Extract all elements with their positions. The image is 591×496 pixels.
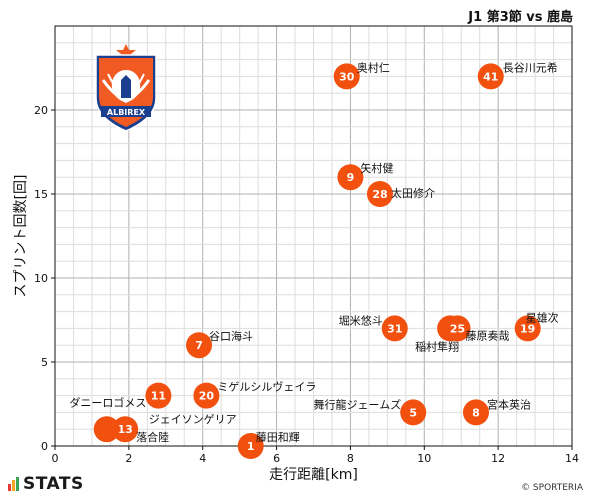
match-title: J1 第3節 vs 鹿島 [468,10,573,25]
data-point-label: ダニーロゴメス [69,396,146,410]
x-tick-label: 14 [565,452,579,465]
data-point-label: 舞行龍ジェームズ [314,397,402,411]
data-point [462,399,489,426]
y-tick-label: 15 [34,188,48,201]
data-point [337,164,364,191]
y-tick-label: 10 [34,272,48,285]
x-tick-label: 2 [125,452,132,465]
data-point-number: 1 [247,440,255,453]
data-point [186,332,213,359]
data-point-number: 19 [520,322,535,335]
data-point-label: 宮本英治 [487,397,531,411]
y-tick-label: 0 [41,440,48,453]
data-point [477,63,504,90]
plot-frame [54,25,573,447]
data-points: 30奥村仁41長谷川元希9矢村健28太田修介31堀米悠斗3稲村隼翔25藤原奏哉1… [69,60,559,459]
x-axis-label: 走行距離[km] [269,466,358,483]
x-tick-label: 6 [273,452,280,465]
data-point-number: 41 [483,70,498,83]
data-point [400,399,427,426]
data-point [444,315,471,342]
y-tick-label: 5 [41,356,48,369]
data-point [333,63,360,90]
data-point-label: 太田修介 [391,186,435,200]
data-point-number: 8 [472,406,480,419]
data-point-label: 星雄次 [526,310,559,324]
data-point [145,382,172,409]
data-point [193,382,220,409]
club-crest-logo: ALBIREX [95,44,157,132]
stats-bars-icon [8,477,19,491]
data-point-number: 7 [195,339,203,352]
data-point-label: 谷口海斗 [209,329,253,343]
data-point-number: 30 [339,70,355,83]
x-tick-label: 4 [199,452,206,465]
data-point-label: 稲村隼翔 [415,339,459,353]
data-point [381,315,408,342]
data-point [237,433,264,459]
data-point-number: 13 [118,423,133,436]
data-point-label: ミゲルシルヴェイラ [217,380,316,394]
data-point-label: ジェイソンゲリア [149,413,237,426]
data-point [514,315,541,342]
data-point-number: 25 [450,322,465,335]
data-point-number: 28 [372,188,387,201]
x-tick-label: 10 [417,452,431,465]
data-point [366,181,393,207]
data-point-label: 奥村仁 [357,60,390,74]
y-tick-label: 20 [34,104,48,117]
data-point [112,416,139,443]
stats-brand: STATS [23,474,84,494]
x-tick-label: 8 [347,452,354,465]
svg-text:ALBIREX: ALBIREX [107,108,146,117]
data-point-number: 31 [387,322,402,335]
copyright-credit: © SPORTERIA [521,483,583,493]
data-point-number: 11 [151,390,166,403]
data-point-label: 落合陸 [136,430,169,444]
data-point-label: 堀米悠斗 [339,313,383,327]
data-point-label: 矢村健 [360,161,393,175]
data-point-label: 藤原奏哉 [466,328,510,342]
x-tick-label: 12 [491,452,505,465]
data-point-number: 5 [409,406,417,419]
data-point-label: 藤田和輝 [256,431,300,444]
y-axis-label: スプリント回数[回] [13,175,29,298]
data-point-number: 20 [199,390,215,403]
data-point [93,416,120,443]
x-tick-label: 0 [52,452,59,465]
stats-logo: STATS [8,474,84,494]
data-point-number: 9 [347,171,355,184]
data-point-label: 長谷川元希 [503,60,558,74]
